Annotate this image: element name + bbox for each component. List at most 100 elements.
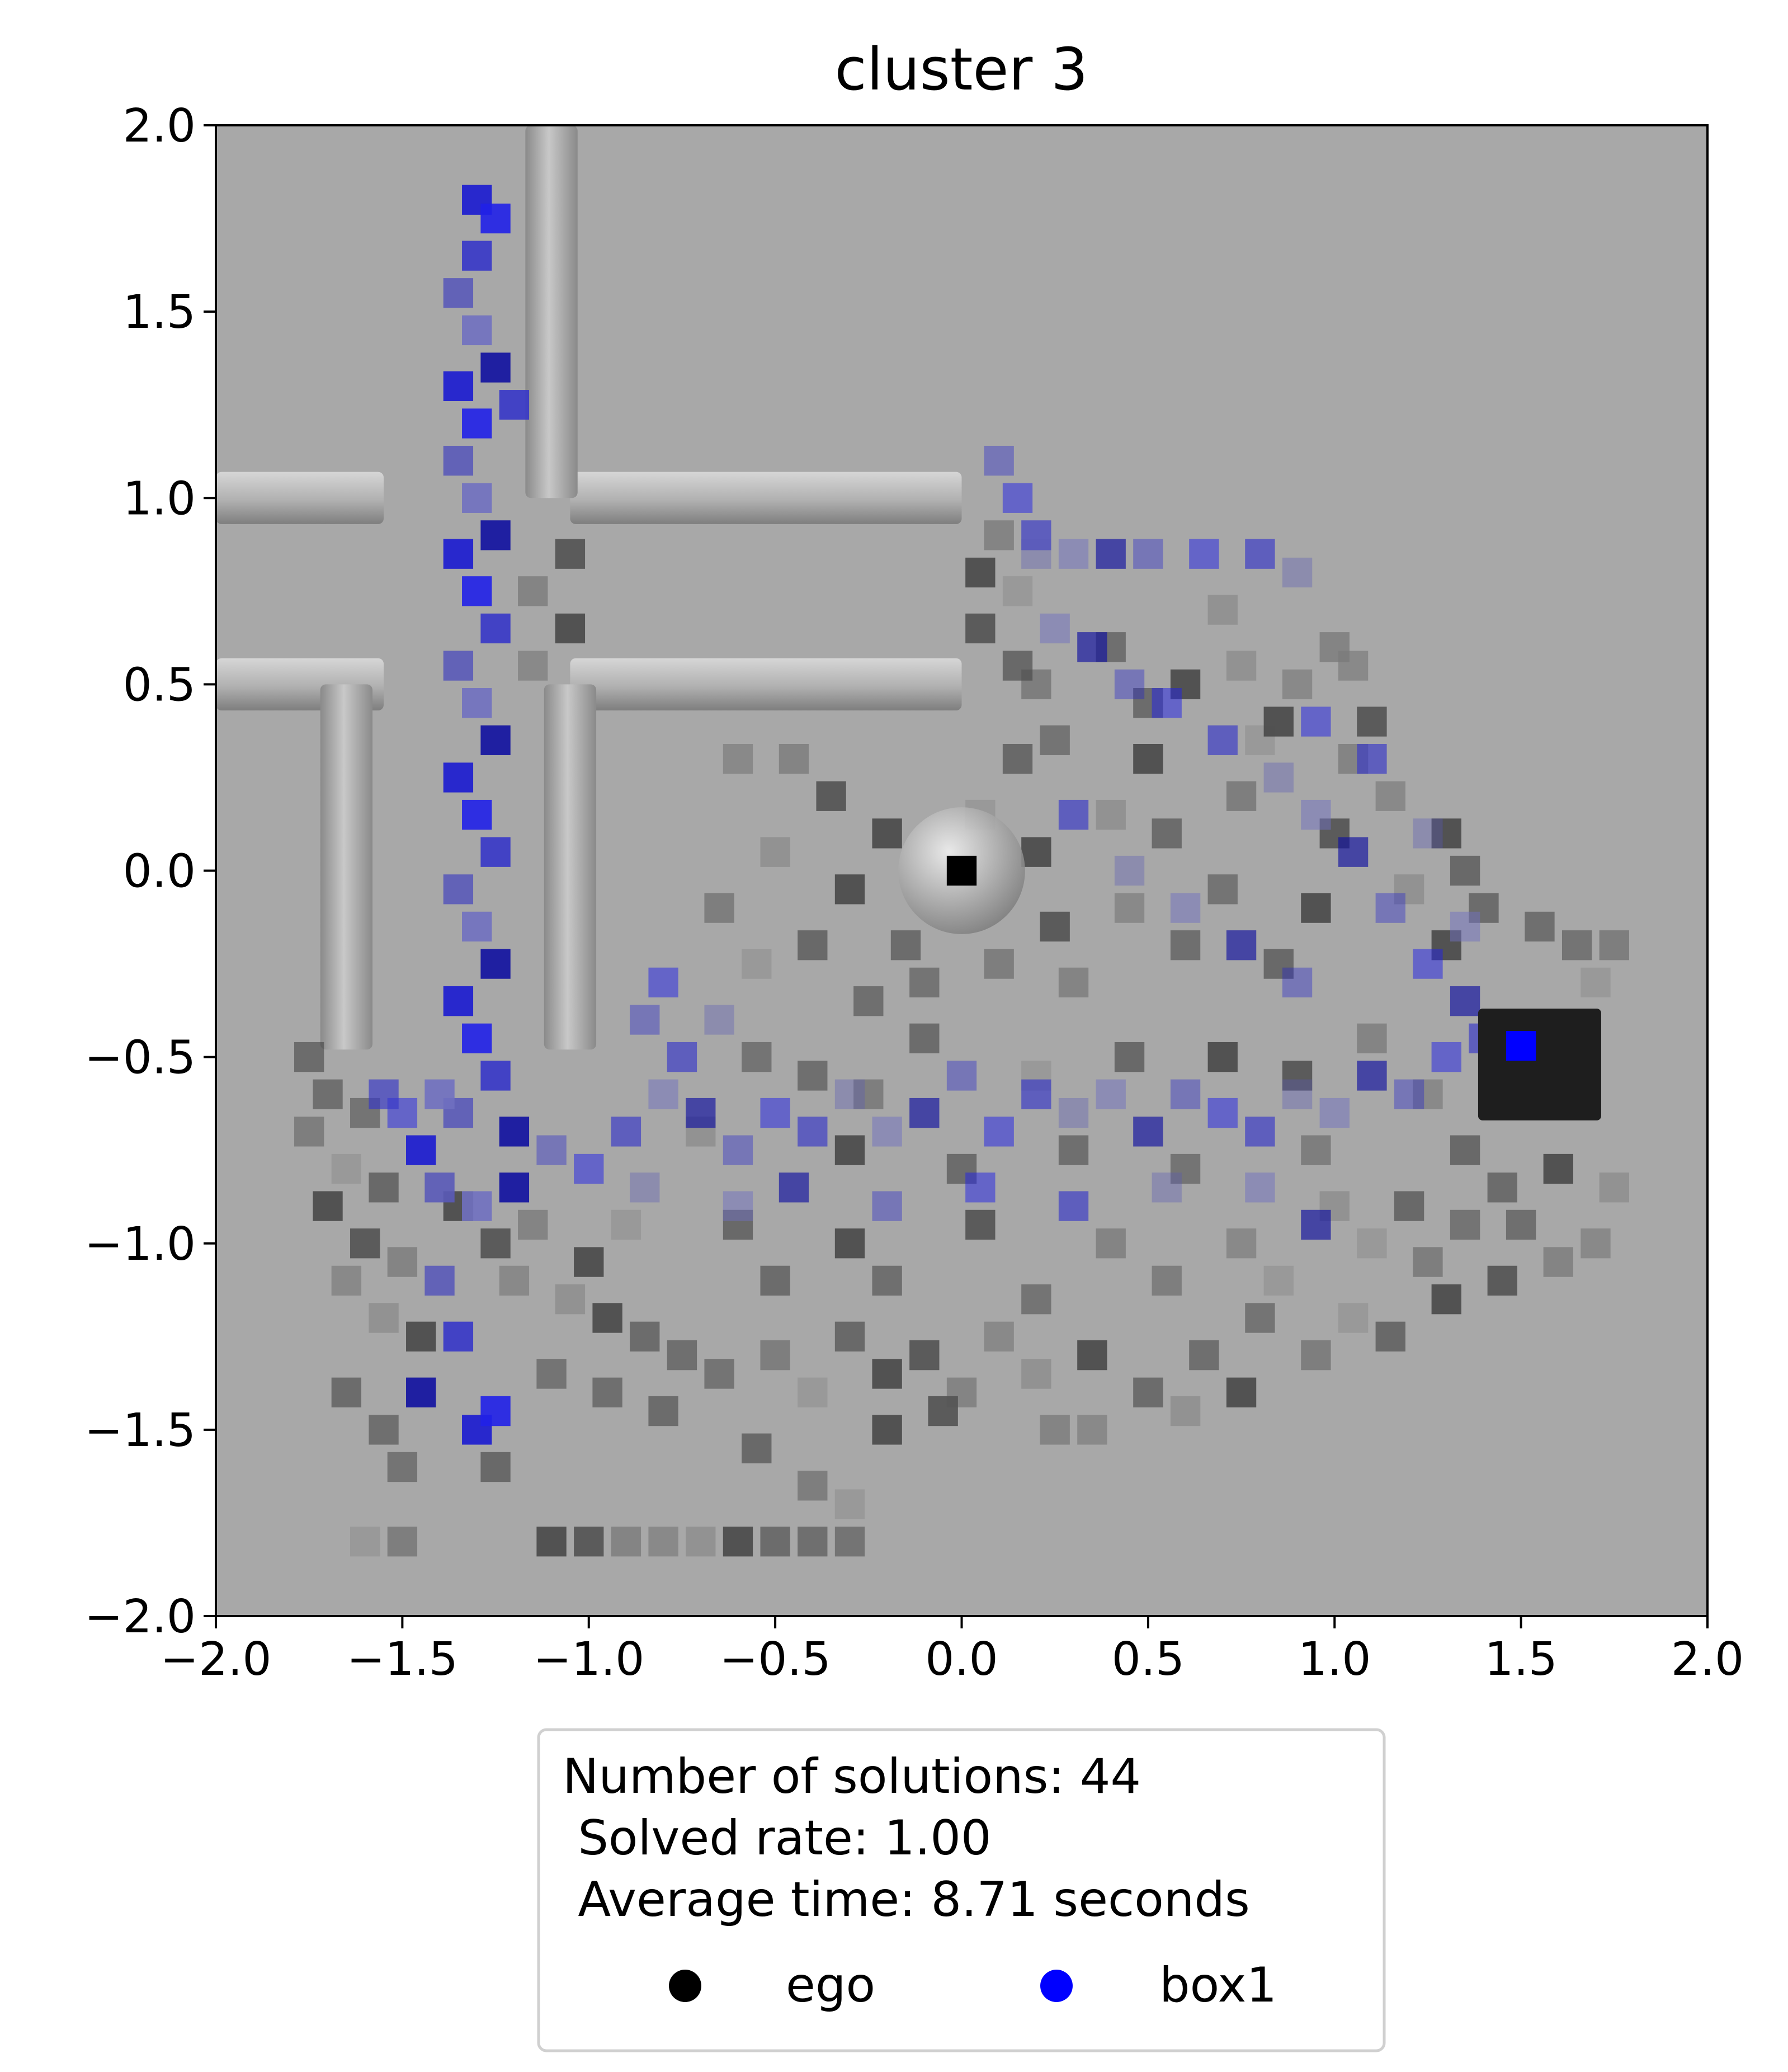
ego-trail-cell — [536, 1359, 567, 1389]
ego-trail-cell — [1450, 1209, 1480, 1240]
ego-trail-cell — [518, 1209, 548, 1240]
x-tick-label: −0.5 — [720, 1633, 831, 1686]
box1-trail-cell — [443, 278, 474, 308]
ego-trail-cell — [834, 1321, 865, 1351]
ego-trail-cell — [1301, 1340, 1331, 1371]
box1-trail-cell — [462, 576, 492, 606]
ego-trail-cell — [480, 1452, 511, 1482]
box1-trail-cell — [965, 1172, 996, 1203]
ego-trail-cell — [965, 1209, 996, 1240]
ego-trail-cell — [760, 837, 790, 867]
box1-trail-cell — [1152, 1172, 1182, 1203]
box1-trail-cell — [1021, 539, 1051, 569]
ego-trail-cell — [1431, 818, 1461, 849]
box1-trail-cell — [1114, 669, 1145, 700]
box1-trail-cell — [424, 1265, 455, 1296]
box1-trail-cell — [1375, 893, 1405, 923]
ego-trail-cell — [369, 1172, 399, 1203]
ego-trail-cell — [592, 1377, 622, 1407]
ego-trail-cell — [1189, 1340, 1219, 1371]
ego-trail-cell — [872, 1265, 902, 1296]
box1-trail-cell — [462, 483, 492, 513]
ego-trail-cell — [1394, 874, 1424, 905]
box1-trail-cell — [462, 799, 492, 830]
box1-trail-cell — [1114, 855, 1145, 886]
wall-segment — [570, 658, 962, 711]
ego-trail-cell — [1040, 1415, 1070, 1445]
wall-segment — [320, 684, 373, 1050]
ego-trail-cell — [890, 930, 921, 960]
box1-trail-cell — [443, 986, 474, 1016]
legend: Number of solutions: 44 Solved rate: 1.0… — [537, 1728, 1386, 2052]
legend-ego-label: ego — [786, 1957, 875, 2013]
box1-trail-cell — [462, 241, 492, 271]
ego-trail-cell — [369, 1303, 399, 1333]
ego-trail-cell — [313, 1079, 343, 1109]
box1-trail-cell — [443, 445, 474, 476]
ego-trail-cell — [1207, 874, 1238, 905]
ego-trail-cell — [798, 930, 828, 960]
box1-trail-cell — [946, 1061, 977, 1091]
ego-trail-cell — [555, 613, 586, 644]
box1-trail-cell — [480, 725, 511, 755]
ego-trail-cell — [1226, 651, 1257, 681]
ego-trail-cell — [1170, 1153, 1201, 1184]
ego-trail-cell — [965, 557, 996, 588]
x-tick-label: 1.5 — [1484, 1633, 1557, 1686]
ego-trail-cell — [630, 1321, 660, 1351]
ego-trail-cell — [1487, 1265, 1517, 1296]
box1-trail-cell — [443, 874, 474, 905]
ego-trail-cell — [313, 1191, 343, 1221]
ego-trail-cell — [1338, 1303, 1369, 1333]
box1-trail-cell — [704, 1005, 734, 1035]
box1-trail-cell — [1077, 632, 1107, 662]
box1-trail-cell — [1189, 539, 1219, 569]
ego-trail-cell — [704, 1359, 734, 1389]
x-tick-label: 0.5 — [1112, 1633, 1185, 1686]
ego-trail-cell — [1002, 576, 1033, 606]
box1-trail-cell — [480, 837, 511, 867]
ego-trail-cell — [686, 1527, 716, 1557]
ego-trail-cell — [1338, 651, 1369, 681]
ego-trail-cell — [1543, 1153, 1573, 1184]
ego-trail-cell — [536, 1527, 567, 1557]
box1-trail-cell — [499, 1172, 530, 1203]
box1-trail-cell — [480, 1061, 511, 1091]
box1-trail-cell — [1357, 743, 1387, 774]
legend-line-average-time: Average time: 8.71 seconds — [563, 1872, 1250, 1928]
box1-trail-cell — [1301, 799, 1331, 830]
box1-trail-cell — [648, 1079, 678, 1109]
ego-trail-cell — [1375, 1321, 1405, 1351]
ego-trail-cell — [406, 1321, 436, 1351]
ego-trail-cell — [1133, 743, 1163, 774]
wall-segment — [525, 125, 578, 498]
ego-trail-cell — [1301, 893, 1331, 923]
ego-trail-cell — [1357, 707, 1387, 737]
box1-trail-cell — [1282, 967, 1313, 998]
box1-trail-cell — [648, 967, 678, 998]
ego-trail-cell — [387, 1527, 418, 1557]
ego-trail-cell — [648, 1396, 678, 1426]
ego-trail-cell — [1058, 1135, 1089, 1165]
ego-trail-cell — [667, 1340, 697, 1371]
box1-trail-cell — [834, 1079, 865, 1109]
legend-box — [537, 1728, 1386, 2052]
ego-trail-cell — [984, 1321, 1014, 1351]
ego-trail-cell — [909, 1023, 940, 1053]
box1-trail-cell — [1263, 762, 1294, 793]
box1-trail-cell — [1394, 1079, 1424, 1109]
box1-trail-cell — [443, 371, 474, 402]
ego-trail-cell — [294, 1117, 324, 1147]
ego-trail-cell — [1226, 1228, 1257, 1259]
ego-trail-cell — [1581, 1228, 1611, 1259]
ego-trail-cell — [1040, 911, 1070, 942]
x-tick-label: 0.0 — [925, 1633, 998, 1686]
y-tick-label: −2.0 — [84, 1590, 196, 1644]
ego-trail-cell — [1301, 1135, 1331, 1165]
ego-trail-cell — [1357, 1228, 1387, 1259]
box1-trail-cell — [369, 1079, 399, 1109]
ego-trail-cell — [574, 1247, 604, 1277]
ego-trail-cell — [518, 576, 548, 606]
box1-marker — [1506, 1030, 1536, 1061]
box1-trail-cell — [872, 1117, 902, 1147]
